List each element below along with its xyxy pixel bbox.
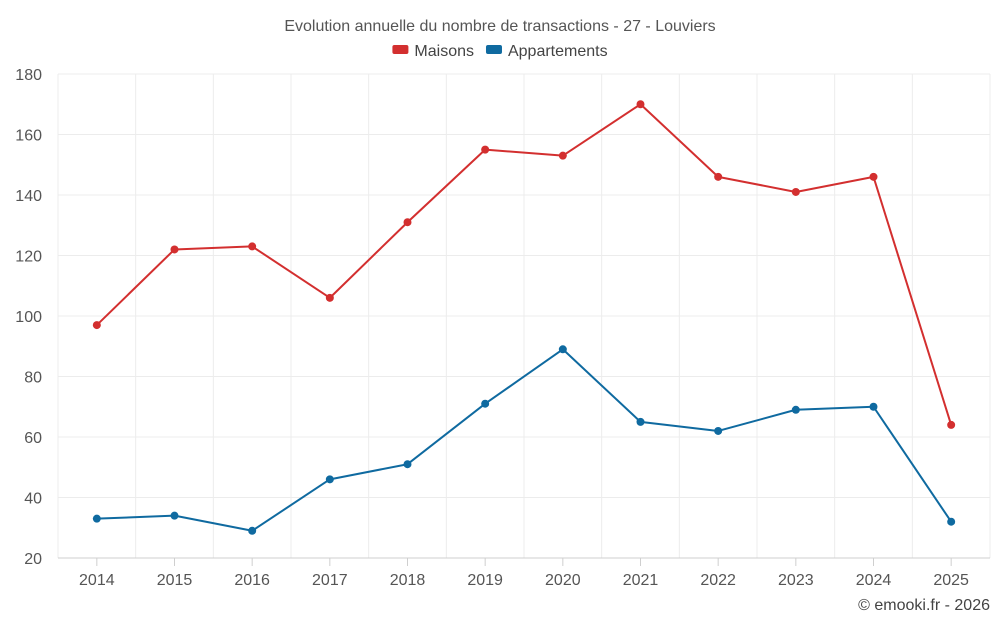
data-point[interactable] — [558, 151, 567, 160]
data-point[interactable] — [558, 345, 567, 354]
y-axis: 20 40 60 80 100 120 140 160 180 — [15, 67, 42, 568]
legend[interactable]: Maisons Appartements — [392, 43, 608, 60]
grid — [57, 73, 991, 558]
y-tick-label: 120 — [15, 249, 42, 266]
legend-item-appartements[interactable]: Appartements — [485, 43, 608, 60]
data-point[interactable] — [248, 526, 257, 535]
legend-label: Appartements — [508, 43, 608, 60]
series — [92, 100, 956, 535]
data-point[interactable] — [92, 514, 101, 523]
data-point[interactable] — [403, 460, 412, 469]
data-point[interactable] — [869, 172, 878, 181]
y-tick-label: 140 — [15, 188, 42, 205]
y-tick-label: 40 — [24, 491, 42, 508]
data-point[interactable] — [170, 511, 179, 520]
data-point[interactable] — [636, 417, 645, 426]
x-tick-label: 2018 — [390, 572, 426, 589]
x-tick-label: 2022 — [700, 572, 736, 589]
x-tick-label: 2024 — [856, 572, 892, 589]
legend-swatch — [392, 45, 409, 54]
data-point[interactable] — [248, 242, 257, 251]
x-tick-label: 2016 — [234, 572, 270, 589]
series-maisons — [92, 100, 956, 429]
data-point[interactable] — [636, 100, 645, 109]
y-tick-label: 20 — [24, 551, 42, 568]
x-tick-label: 2021 — [623, 572, 659, 589]
data-point[interactable] — [170, 245, 179, 254]
data-point[interactable] — [403, 218, 412, 227]
series-appartements — [92, 345, 956, 535]
data-point[interactable] — [481, 145, 490, 154]
x-axis: 2014 2015 2016 2017 2018 2019 2020 2021 2022 2023… — [58, 557, 990, 589]
series-line — [96, 348, 952, 532]
data-point[interactable] — [869, 402, 878, 411]
y-tick-label: 180 — [15, 67, 42, 84]
y-tick-label: 80 — [24, 370, 42, 387]
legend-label: Maisons — [414, 43, 474, 60]
data-point[interactable] — [325, 293, 334, 302]
y-tick-label: 160 — [15, 128, 42, 145]
data-point[interactable] — [791, 405, 800, 414]
data-point[interactable] — [92, 321, 101, 330]
data-point[interactable] — [947, 517, 956, 526]
x-tick-label: 2017 — [312, 572, 348, 589]
x-tick-label: 2015 — [157, 572, 193, 589]
x-tick-label: 2023 — [778, 572, 814, 589]
credit: © emooki.fr - 2026 — [858, 597, 990, 614]
legend-swatch — [485, 45, 502, 54]
series-line — [96, 103, 953, 426]
x-tick-label: 2025 — [933, 572, 969, 589]
y-tick-label: 60 — [24, 430, 42, 447]
y-tick-label: 100 — [15, 309, 42, 326]
chart-title: Evolution annuelle du nombre de transact… — [284, 18, 715, 35]
legend-item-maisons[interactable]: Maisons — [392, 43, 474, 60]
data-point[interactable] — [947, 420, 956, 429]
data-point[interactable] — [481, 399, 490, 408]
x-tick-label: 2019 — [467, 572, 503, 589]
data-point[interactable] — [325, 475, 334, 484]
data-point[interactable] — [714, 426, 723, 435]
x-tick-label: 2020 — [545, 572, 581, 589]
data-point[interactable] — [791, 187, 800, 196]
data-point[interactable] — [714, 172, 723, 181]
x-tick-label: 2014 — [79, 572, 115, 589]
